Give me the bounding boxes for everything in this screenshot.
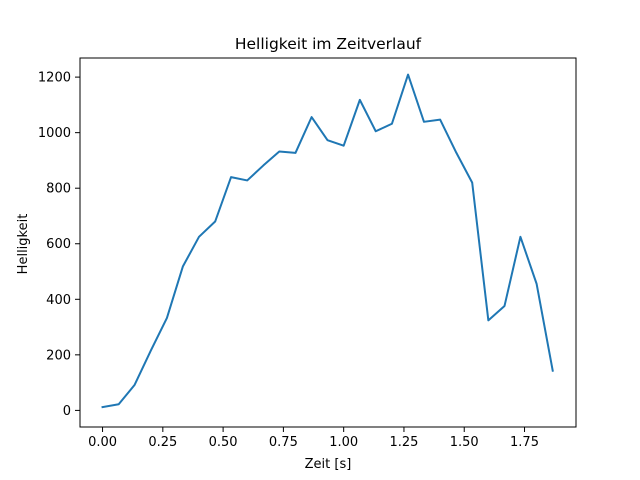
x-tick-label: 1.50	[450, 435, 479, 450]
x-tick-label: 1.75	[510, 435, 539, 450]
y-tick-label: 1000	[38, 126, 71, 141]
y-tick-label: 400	[46, 293, 71, 308]
y-axis-label: Helligkeit	[16, 214, 31, 275]
x-tick-label: 1.25	[389, 435, 418, 450]
y-tick-label: 1200	[38, 71, 71, 86]
x-tick-label: 0.75	[269, 435, 298, 450]
y-tick-label: 0	[63, 404, 71, 419]
x-tick-label: 1.00	[329, 435, 358, 450]
plot-area: 0.00 0.25 0.50 0.75 1.00 1.25 1.50 1.75 0 200 400 6…	[38, 57, 577, 450]
x-tick-label: 0.00	[88, 435, 117, 450]
y-tick-label: 800	[46, 182, 71, 197]
x-axis-label: Zeit [s]	[305, 457, 352, 472]
x-tick-label: 0.50	[209, 435, 238, 450]
x-tick-label: 0.25	[148, 435, 177, 450]
y-tick-label: 600	[46, 237, 71, 252]
series-line-0	[101, 73, 554, 409]
y-tick-label: 200	[46, 348, 71, 363]
axes-frame	[79, 57, 577, 428]
chart-title: Helligkeit im Zeitverlauf	[235, 35, 422, 53]
